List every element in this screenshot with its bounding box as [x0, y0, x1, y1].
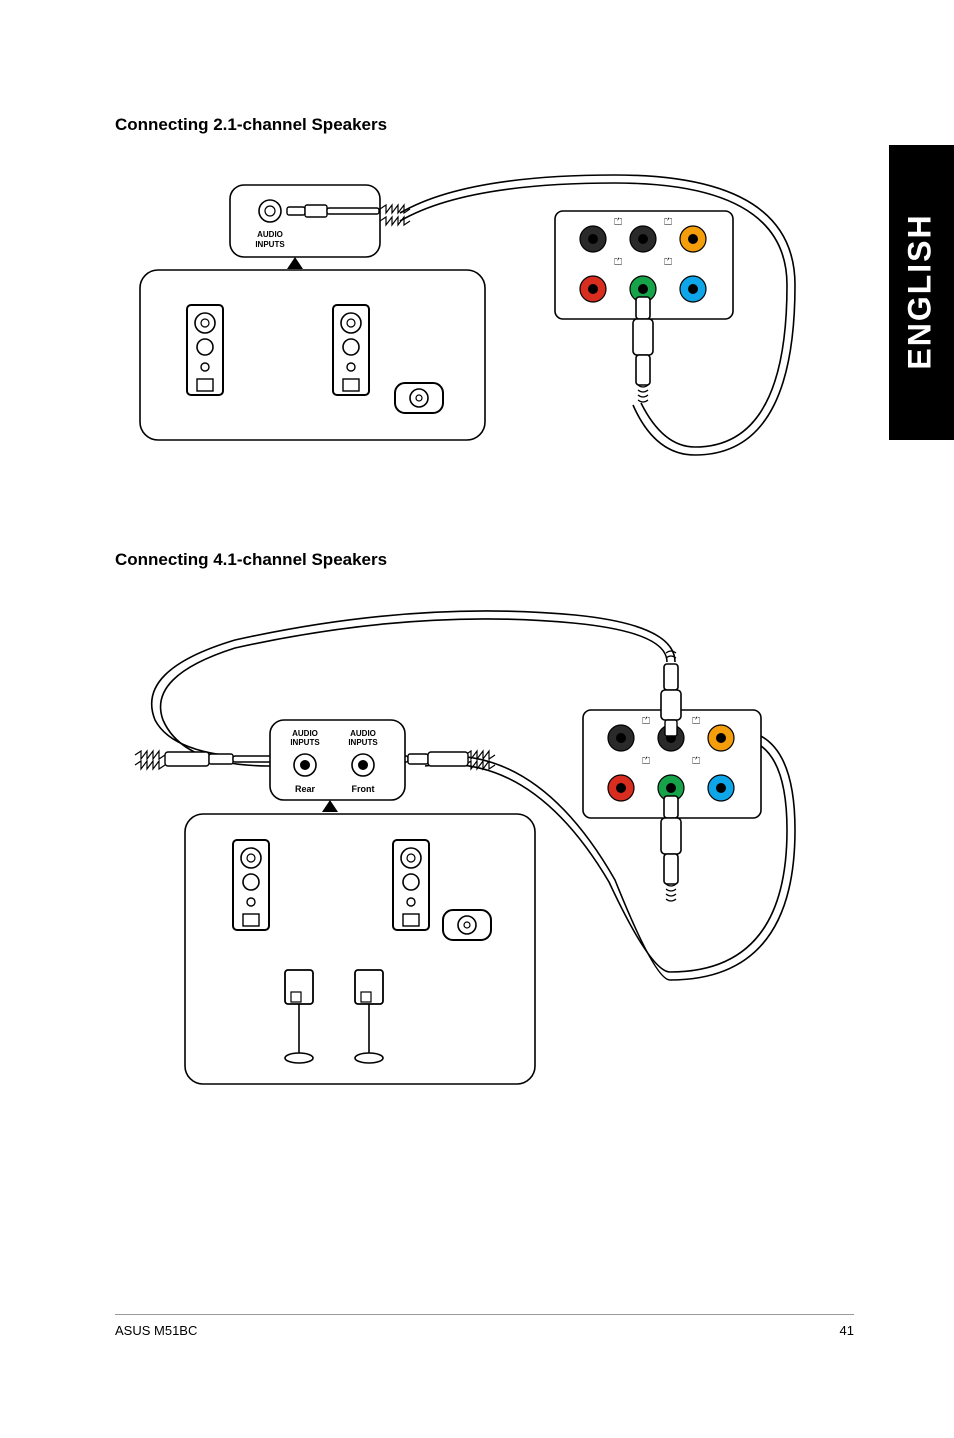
rear-audio-panel-4-1: ⏍ ⏍ ⏍ ⏍ [583, 651, 761, 901]
svg-text:Rear: Rear [295, 784, 316, 794]
svg-text:INPUTS: INPUTS [348, 738, 378, 747]
section-4-1: Connecting 4.1-channel Speakers [115, 550, 845, 1100]
svg-text:⏍: ⏍ [642, 715, 650, 727]
svg-text:⏍: ⏍ [642, 755, 650, 767]
svg-text:AUDIO: AUDIO [292, 729, 318, 738]
page-footer: ASUS M51BC 41 [115, 1314, 854, 1338]
footer-model: ASUS M51BC [115, 1323, 197, 1338]
svg-text:Front: Front [352, 784, 375, 794]
speaker-set-box [140, 270, 485, 440]
svg-text:INPUTS: INPUTS [290, 738, 320, 747]
svg-text:⏍: ⏍ [664, 216, 672, 228]
amplifier-box: AUDIO INPUTS [230, 185, 380, 269]
svg-text:AUDIO: AUDIO [350, 729, 376, 738]
svg-text:⏍: ⏍ [664, 256, 672, 268]
diagram-2-1-channel: AUDIO INPUTS [115, 165, 815, 485]
diagram-4-1-channel: AUDIO INPUTS AUDIO INPUTS Rear Front [115, 600, 815, 1100]
footer-page-number: 41 [840, 1323, 854, 1338]
heading-2-1-channel: Connecting 2.1-channel Speakers [115, 115, 845, 135]
language-label: ENGLISH [902, 212, 939, 372]
amplifier-box-4-1: AUDIO INPUTS AUDIO INPUTS Rear Front [270, 720, 405, 812]
svg-text:⏍: ⏍ [692, 755, 700, 767]
page-content: Connecting 2.1-channel Speakers AUDIO IN… [115, 115, 845, 1150]
svg-text:INPUTS: INPUTS [255, 240, 285, 249]
language-side-tab: ENGLISH [889, 145, 954, 440]
speaker-set-box-4-1 [185, 814, 535, 1084]
svg-text:⏍: ⏍ [614, 256, 622, 268]
heading-4-1-channel: Connecting 4.1-channel Speakers [115, 550, 845, 570]
svg-text:⏍: ⏍ [692, 715, 700, 727]
svg-text:AUDIO: AUDIO [257, 230, 283, 239]
svg-text:⏍: ⏍ [614, 216, 622, 228]
rear-audio-panel-2-1: ⏍ ⏍ ⏍ ⏍ [555, 211, 733, 402]
